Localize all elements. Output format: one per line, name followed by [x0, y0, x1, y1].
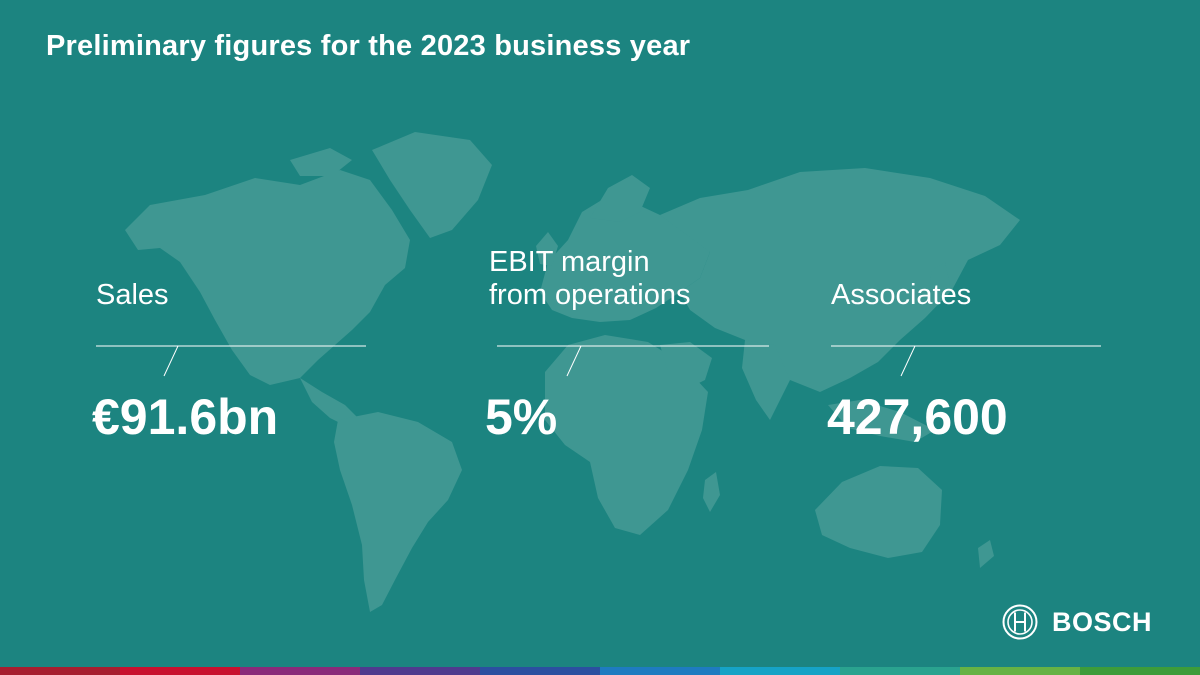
kpi-associates: Associates 427,600	[827, 240, 1111, 460]
map-uk	[536, 232, 558, 266]
map-arctic-islands	[290, 148, 352, 176]
brand-color-stripe	[0, 667, 1200, 675]
map-north-america	[125, 170, 410, 385]
kpi-sales-label: Sales	[96, 279, 169, 311]
kpi-ebit-margin-value: 5%	[485, 389, 558, 445]
map-scandinavia	[590, 175, 650, 222]
stripe-segment	[720, 667, 840, 675]
map-india	[742, 340, 790, 420]
stripe-segment	[360, 667, 480, 675]
stripe-segment	[480, 667, 600, 675]
stripe-segment	[0, 667, 120, 675]
map-australia	[815, 466, 942, 558]
map-madagascar	[703, 472, 720, 512]
kpi-divider	[96, 345, 366, 377]
map-south-america	[334, 412, 462, 612]
stripe-segment	[1080, 667, 1200, 675]
map-central-america	[300, 378, 360, 428]
kpi-divider	[831, 345, 1101, 377]
map-asia	[660, 168, 1020, 392]
page-title: Preliminary figures for the 2023 busines…	[46, 30, 691, 62]
stripe-segment	[240, 667, 360, 675]
kpi-associates-value: 427,600	[827, 389, 1008, 445]
bosch-armature-icon	[1002, 604, 1038, 640]
stripe-segment	[960, 667, 1080, 675]
map-se-asia	[828, 400, 935, 442]
map-europe	[540, 198, 710, 322]
map-africa	[545, 335, 708, 535]
bosch-logo: BOSCH	[1002, 604, 1152, 640]
kpi-sales: Sales €91.6bn	[92, 240, 376, 460]
kpi-ebit-margin: EBIT margin from operations 5%	[485, 240, 769, 460]
kpi-associates-label: Associates	[831, 279, 972, 311]
map-new-zealand	[978, 540, 994, 568]
kpi-sales-value: €91.6bn	[92, 389, 279, 445]
map-japan	[928, 262, 950, 305]
map-arabia	[660, 342, 712, 390]
map-greenland	[372, 132, 492, 238]
stripe-segment	[840, 667, 960, 675]
brand-name: BOSCH	[1052, 606, 1153, 637]
stripe-segment	[600, 667, 720, 675]
stripe-segment	[120, 667, 240, 675]
kpi-divider	[497, 345, 769, 377]
kpi-ebit-margin-label: EBIT margin from operations	[489, 246, 691, 311]
